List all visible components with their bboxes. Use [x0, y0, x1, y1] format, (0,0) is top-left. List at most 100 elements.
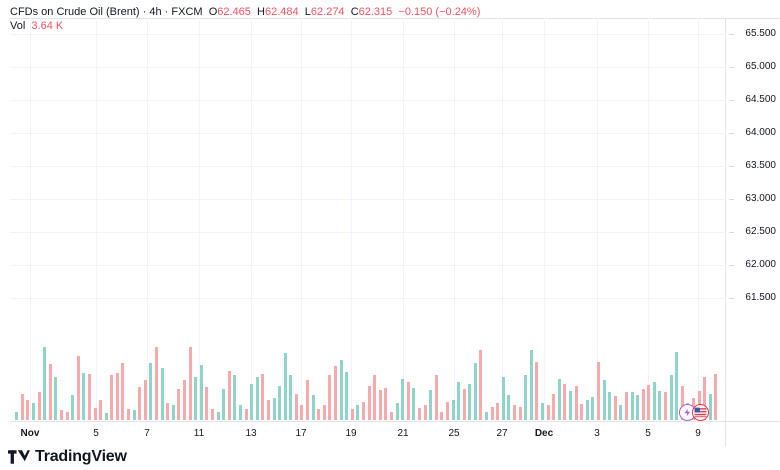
time-gridline: [698, 18, 699, 420]
volume-bar: [625, 392, 628, 420]
volume-bar: [412, 388, 415, 420]
time-axis-label: 5: [645, 428, 651, 439]
time-axis-label: 17: [295, 428, 307, 439]
volume-bar: [54, 377, 57, 420]
time-gridline: [502, 18, 503, 420]
volume-bar: [429, 390, 432, 420]
volume-bar: [552, 394, 555, 420]
time-gridline: [251, 18, 252, 420]
volume-bar: [261, 374, 264, 420]
price-axis[interactable]: 65.500 65.000 64.500 64.000 63.500 63.000 62.5…: [726, 18, 780, 420]
volume-bar: [681, 386, 684, 420]
volume-bar: [94, 408, 97, 420]
volume-bar: [463, 389, 466, 420]
price-axis-tick: [729, 67, 734, 68]
time-gridline: [199, 18, 200, 420]
volume-bar: [289, 375, 292, 420]
chart-legend[interactable]: CFDs on Crude Oil (Brent) · 4h · FXCM O6…: [10, 5, 480, 19]
volume-bar: [200, 365, 203, 420]
volume-bar: [479, 350, 482, 420]
volume-bar: [541, 403, 544, 420]
volume-legend[interactable]: Vol 3.64 K: [10, 19, 63, 33]
time-axis-label: 9: [695, 428, 701, 439]
legend-symbol[interactable]: CFDs on Crude Oil (Brent): [10, 6, 140, 18]
price-gridline: [10, 199, 726, 200]
time-gridline: [648, 18, 649, 420]
chart-badges[interactable]: [679, 404, 709, 421]
volume-bar: [569, 391, 572, 420]
volume-bar: [642, 389, 645, 420]
volume-bar: [424, 405, 427, 420]
price-gridline: [10, 34, 726, 35]
price-axis-tick: [729, 199, 734, 200]
volume-bar: [457, 382, 460, 420]
price-gridline: [10, 67, 726, 68]
volume-bar: [250, 384, 253, 420]
volume-bar: [647, 385, 650, 420]
volume-bar: [66, 412, 69, 420]
volume-bar: [703, 377, 706, 420]
volume-bar: [228, 371, 231, 420]
volume-bar: [563, 384, 566, 420]
time-gridline: [454, 18, 455, 420]
volume-bar: [43, 347, 46, 420]
volume-bar: [21, 394, 24, 420]
volume-bar: [709, 394, 712, 420]
tradingview-logo[interactable]: TradingView: [8, 446, 127, 468]
volume-bar: [675, 352, 678, 420]
pane-top-border: [10, 18, 780, 19]
volume-bar: [38, 392, 41, 420]
time-gridline: [544, 18, 545, 420]
volume-bar: [60, 410, 63, 420]
volume-bar: [452, 400, 455, 420]
legend-sep-1: ·: [139, 6, 150, 18]
tradingview-wordmark: TradingView: [35, 448, 127, 465]
chart-pane[interactable]: [10, 18, 726, 420]
volume-bar: [608, 392, 611, 420]
time-axis-label: 27: [496, 428, 508, 439]
legend-exchange: FXCM: [171, 6, 203, 18]
legend-close-key: C: [350, 6, 359, 18]
us-flag-icon[interactable]: [692, 404, 709, 421]
volume-bar: [390, 412, 393, 420]
legend-high-key: H: [257, 6, 265, 18]
volume-bar: [127, 409, 130, 420]
volume-bar: [670, 375, 673, 420]
volume-bar: [418, 408, 421, 420]
time-axis-label: 21: [397, 428, 409, 439]
volume-bar: [133, 410, 136, 420]
volume-bar: [547, 405, 550, 420]
volume-bar: [407, 382, 410, 420]
time-gridline: [351, 18, 352, 420]
volume-bar: [502, 377, 505, 420]
price-axis-tick: [729, 34, 734, 35]
volume-bar: [575, 386, 578, 420]
volume-bar: [172, 405, 175, 420]
volume-bar: [345, 372, 348, 420]
volume-bar: [82, 373, 85, 420]
legend-interval[interactable]: 4h: [149, 6, 162, 18]
price-axis-tick: [729, 265, 734, 266]
volume-bar: [368, 386, 371, 420]
volume-bar: [435, 375, 438, 420]
volume-bar: [284, 353, 287, 420]
legend-high-value: 62.484: [265, 6, 299, 18]
volume-bar: [233, 375, 236, 420]
time-axis[interactable]: Nov 5 7 11 13 17 19 21 25 27 Dec 3 5 9: [10, 421, 726, 448]
legend-open-value: 62.465: [217, 6, 251, 18]
volume-bar: [664, 392, 667, 420]
volume-bar: [401, 379, 404, 420]
volume-bar: [194, 377, 197, 420]
volume-bar: [468, 384, 471, 420]
volume-bar: [273, 398, 276, 420]
legend-change-value: −0.150 (−0.24%): [398, 6, 481, 18]
volume-bar: [636, 395, 639, 420]
volume-bar: [580, 404, 583, 420]
volume-bar: [211, 409, 214, 420]
volume-bar: [507, 395, 510, 420]
volume-bar: [116, 373, 119, 420]
volume-bar: [597, 362, 600, 420]
volume-bar: [32, 403, 35, 420]
volume-bar: [144, 380, 147, 420]
